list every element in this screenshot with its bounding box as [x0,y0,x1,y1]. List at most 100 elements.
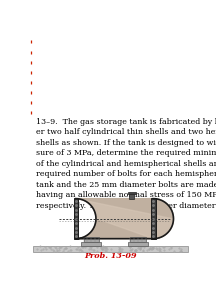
Point [179,248,182,253]
Point [157,246,160,250]
Point [169,245,172,249]
Point [148,245,151,250]
Bar [151,198,156,240]
Point [103,246,106,251]
Point [119,246,122,251]
Point [133,248,137,253]
Point [117,248,121,253]
Point [150,246,154,251]
Point [129,244,132,249]
Bar [73,198,78,240]
Point [142,248,145,252]
Point [121,247,124,252]
Point [118,246,121,250]
Point [100,247,103,252]
Bar [128,192,135,194]
Point [180,246,183,251]
Point [64,245,68,250]
Point [61,248,64,253]
Point [139,245,142,250]
Point [134,248,138,253]
Point [109,246,113,251]
Point [55,248,59,253]
Point [95,248,98,253]
Point [100,245,103,249]
Point [179,248,183,253]
Point [141,248,145,253]
Point [48,245,51,249]
Point [102,244,105,249]
Point [79,247,83,252]
Polygon shape [76,199,173,239]
Point [100,245,103,250]
Point [159,248,162,253]
Point [103,247,107,252]
Point [54,245,57,249]
Point [118,245,121,250]
Point [91,248,95,253]
Point [101,247,104,251]
Point [142,245,146,249]
Point [44,246,48,251]
Point [67,248,70,253]
Point [76,245,80,250]
Point [74,247,78,252]
Point [133,248,137,252]
Point [134,248,138,252]
Point [158,248,161,252]
Point [78,247,82,252]
Point [65,246,68,251]
Point [52,248,55,252]
Point [148,245,152,250]
Point [148,246,151,251]
Point [90,247,93,251]
Point [49,244,52,249]
Point [104,245,108,250]
Bar [129,193,134,199]
Point [162,245,165,249]
Point [133,248,137,253]
Point [105,245,108,249]
Bar [81,242,101,246]
Point [136,245,140,250]
Point [90,245,93,250]
Point [102,247,105,251]
Text: Prob. 13-09: Prob. 13-09 [84,252,137,260]
Bar [33,246,188,252]
Point [117,247,120,252]
Point [68,244,72,249]
Point [152,245,155,249]
Point [150,247,153,251]
Point [81,244,84,249]
Point [152,245,155,250]
Bar [130,237,146,242]
Point [147,246,151,251]
Point [101,245,104,250]
Point [105,248,108,253]
Point [105,247,109,252]
Point [59,245,63,249]
Polygon shape [76,199,173,239]
Point [128,248,132,252]
Point [95,245,99,250]
Point [162,248,165,253]
Text: 13–9.  The gas storage tank is fabricated by bolting togeth-
er two half cylindr: 13–9. The gas storage tank is fabricated… [35,118,216,210]
Point [154,246,158,250]
Point [88,245,92,249]
Point [75,247,79,251]
Point [138,247,142,251]
Point [139,246,142,251]
Point [162,245,166,249]
Point [54,245,57,250]
Bar [84,237,99,242]
Point [48,245,51,250]
Point [57,246,61,251]
Point [39,248,43,252]
Point [128,245,131,249]
Point [49,247,52,252]
Point [36,246,39,251]
Point [151,244,154,249]
Point [151,245,155,250]
Point [167,247,171,251]
Point [80,248,84,253]
